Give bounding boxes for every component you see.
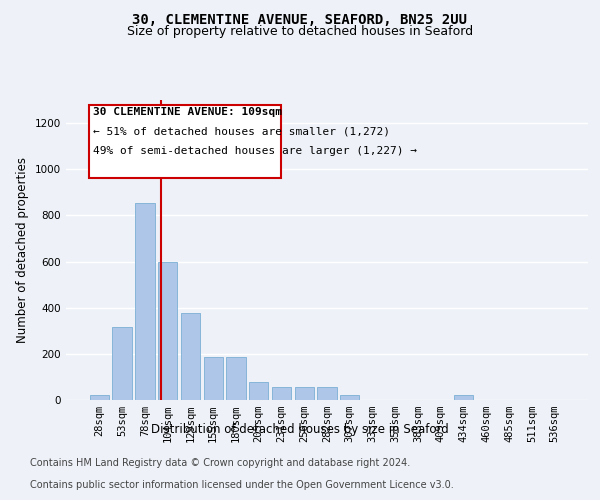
- Bar: [295, 388, 314, 400]
- Text: Contains HM Land Registry data © Crown copyright and database right 2024.: Contains HM Land Registry data © Crown c…: [30, 458, 410, 468]
- Bar: [90, 396, 109, 400]
- Text: Distribution of detached houses by size in Seaford: Distribution of detached houses by size …: [151, 422, 449, 436]
- Bar: [249, 382, 268, 400]
- Bar: [135, 202, 155, 400]
- Bar: [181, 314, 200, 400]
- Bar: [112, 328, 132, 400]
- Text: Size of property relative to detached houses in Seaford: Size of property relative to detached ho…: [127, 25, 473, 38]
- Bar: [317, 388, 337, 400]
- Text: 49% of semi-detached houses are larger (1,227) →: 49% of semi-detached houses are larger (…: [92, 146, 416, 156]
- Text: Contains public sector information licensed under the Open Government Licence v3: Contains public sector information licen…: [30, 480, 454, 490]
- Bar: [203, 358, 223, 400]
- Text: ← 51% of detached houses are smaller (1,272): ← 51% of detached houses are smaller (1,…: [92, 126, 389, 136]
- Bar: [272, 388, 291, 400]
- Bar: [158, 262, 178, 400]
- FancyBboxPatch shape: [89, 104, 281, 178]
- Bar: [454, 396, 473, 400]
- Y-axis label: Number of detached properties: Number of detached properties: [16, 157, 29, 343]
- Bar: [226, 358, 245, 400]
- Text: 30, CLEMENTINE AVENUE, SEAFORD, BN25 2UU: 30, CLEMENTINE AVENUE, SEAFORD, BN25 2UU: [133, 12, 467, 26]
- Bar: [340, 396, 359, 400]
- Text: 30 CLEMENTINE AVENUE: 109sqm: 30 CLEMENTINE AVENUE: 109sqm: [92, 107, 281, 117]
